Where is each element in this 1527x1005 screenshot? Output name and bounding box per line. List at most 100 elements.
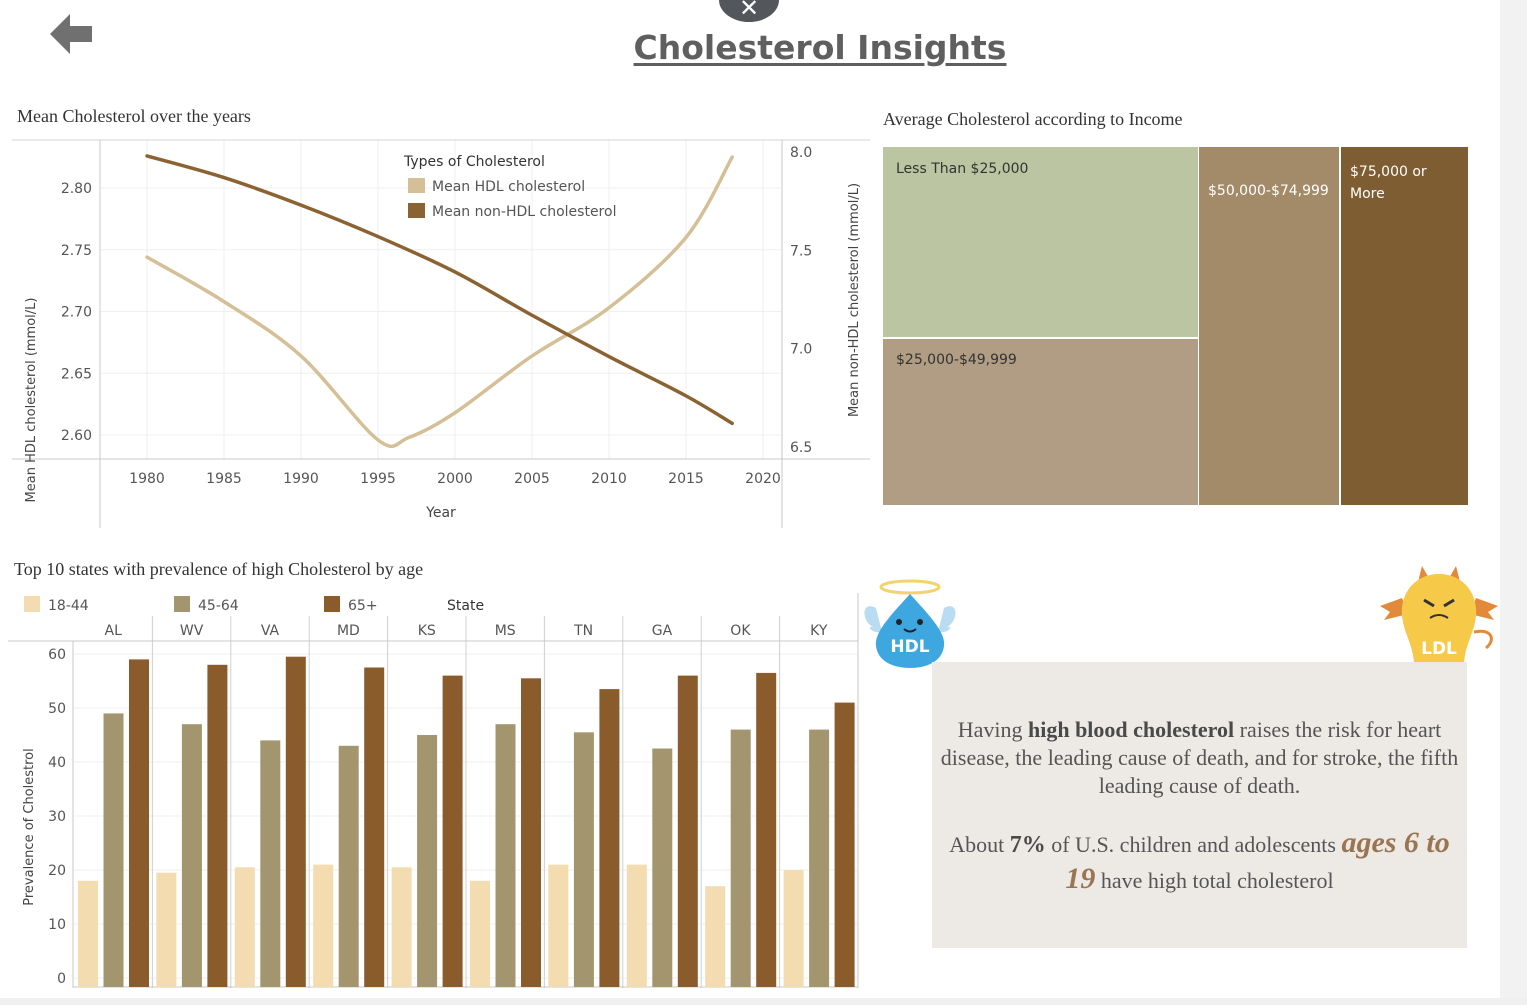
state-label: WV (180, 623, 204, 639)
info-text: raises the risk for heart disease, the l… (940, 717, 1459, 798)
bar-y-tick-label: 10 (48, 917, 66, 933)
y-right-tick-label: 7.5 (790, 243, 812, 259)
bar-chart-legend: 18-44 45-64 65+ State (24, 596, 484, 614)
legend-swatch-45-64 (174, 596, 190, 612)
back-arrow-icon (50, 14, 92, 54)
bar-chart: 18-44 45-64 65+ State AL WV VA MD KS MS TN GA OK… (8, 593, 859, 988)
bar-18-44 (626, 864, 647, 987)
treemap-cell-50k-75k[interactable]: $50,000-$74,999 (1199, 147, 1339, 505)
line-chart-ticks: 1980 1985 1990 1995 2000 2005 2010 2015 2020 2.60… (61, 145, 812, 487)
info-text: Having (957, 717, 1028, 742)
treemap-label-25k-50k: $25,000-$49,999 (896, 352, 1017, 368)
state-label: AL (105, 623, 123, 639)
close-button[interactable]: ✕ (719, 0, 779, 22)
bar-45-64 (417, 735, 438, 987)
bar-45-64 (495, 724, 516, 987)
line-chart-axes (12, 139, 870, 528)
x-tick-label: 1990 (283, 471, 319, 487)
x-tick-label: 2005 (514, 471, 550, 487)
series-line-hdl (145, 155, 734, 449)
bar-45-64 (809, 729, 830, 987)
bar-65-plus (677, 675, 698, 987)
state-label: MD (337, 623, 360, 639)
bar-18-44 (705, 886, 726, 987)
state-label: OK (730, 623, 751, 639)
bar-18-44 (313, 864, 334, 987)
treemap-title: Average Cholesterol according to Income (883, 109, 1183, 129)
legend-label-18-44[interactable]: 18-44 (48, 598, 89, 614)
legend-label-nonhdl[interactable]: Mean non-HDL cholesterol (432, 204, 616, 220)
x-tick-label: 2010 (591, 471, 627, 487)
y-left-tick-label: 2.80 (61, 181, 92, 197)
bar-y-tick-label: 60 (48, 647, 66, 663)
back-button[interactable] (48, 12, 96, 60)
bar-18-44 (548, 864, 569, 987)
bar-65-plus (756, 672, 777, 987)
legend-label-45-64[interactable]: 45-64 (198, 598, 239, 614)
state-header: State (447, 598, 484, 614)
y-left-tick-label: 2.65 (61, 366, 92, 382)
info-age-range: ages 6 to 19 (1065, 826, 1450, 895)
series-line-nonhdl (145, 154, 734, 426)
treemap-label-50k-75k: $50,000-$74,999 (1208, 183, 1329, 199)
legend-swatch-65-plus (324, 596, 340, 612)
x-tick-label: 1980 (129, 471, 165, 487)
treemap-cell-lt25k[interactable]: Less Than $25,000 (883, 147, 1198, 337)
info-text: About (949, 832, 1010, 857)
state-label: KY (810, 623, 828, 639)
bar-65-plus (207, 664, 228, 987)
legend-swatch-18-44 (24, 596, 40, 612)
bar-chart-y-ticks: 0 10 20 30 40 50 60 (48, 647, 66, 987)
info-panel (932, 662, 1467, 948)
line-chart-series (145, 154, 734, 449)
legend-swatch-hdl (408, 178, 425, 193)
bar-y-tick-label: 20 (48, 863, 66, 879)
hdl-mascot: HDL (864, 579, 956, 668)
bat-wing-left-icon (1380, 598, 1408, 620)
treemap-cell-75k-plus[interactable]: $75,000 or More (1341, 147, 1468, 505)
bar-65-plus (364, 667, 385, 987)
legend-label-hdl[interactable]: Mean HDL cholesterol (432, 179, 585, 195)
window-bottom-edge (0, 998, 1527, 1005)
bar-45-64 (260, 740, 281, 987)
hdl-mascot-label: HDL (890, 637, 929, 657)
x-tick-label: 2015 (668, 471, 704, 487)
state-label: KS (418, 623, 436, 639)
bar-45-64 (730, 729, 751, 987)
legend-label-65-plus[interactable]: 65+ (348, 598, 378, 614)
tail-icon (1473, 629, 1493, 650)
x-tick-label: 1995 (360, 471, 396, 487)
y-right-tick-label: 7.0 (790, 342, 812, 358)
treemap-cell-25k-50k[interactable]: $25,000-$49,999 (883, 339, 1198, 505)
treemap-label-lt25k: Less Than $25,000 (896, 161, 1029, 177)
bar-y-tick-label: 0 (57, 971, 66, 987)
bar-y-tick-label: 40 (48, 755, 66, 771)
bar-18-44 (234, 867, 255, 987)
legend-swatch-nonhdl (408, 203, 425, 218)
bar-45-64 (573, 732, 594, 987)
right-axis-label: Mean non-HDL cholesterol (mmol/L) (847, 183, 862, 417)
halo-icon (879, 579, 941, 595)
left-axis-label: Mean HDL cholesterol (mmol/L) (24, 298, 39, 503)
legend-title: Types of Cholesterol (403, 154, 545, 170)
ldl-mascot: LDL (1380, 566, 1498, 662)
bar-chart-grid (74, 616, 858, 988)
bar-45-64 (103, 713, 124, 987)
bar-chart-frame (8, 593, 859, 988)
bar-18-44 (470, 880, 490, 987)
ldl-mascot-label: LDL (1421, 639, 1457, 659)
info-text: have high total cholesterol (1095, 868, 1334, 893)
bar-18-44 (78, 880, 98, 987)
line-chart: 1980 1985 1990 1995 2000 2005 2010 2015 2020 2.60… (12, 139, 870, 528)
bar-65-plus (129, 659, 149, 987)
x-tick-label: 2000 (437, 471, 473, 487)
state-label: GA (652, 623, 673, 639)
x-tick-label: 1985 (206, 471, 242, 487)
x-axis-label: Year (425, 505, 456, 521)
bar-chart-bars (78, 656, 855, 987)
treemap-label-75k-plus: $75,000 or More (1350, 164, 1427, 202)
state-label: VA (261, 623, 280, 639)
bar-18-44 (783, 870, 804, 987)
bar-y-tick-label: 50 (48, 701, 66, 717)
bar-y-axis-label: Prevalence of Cholestrol (22, 748, 37, 906)
